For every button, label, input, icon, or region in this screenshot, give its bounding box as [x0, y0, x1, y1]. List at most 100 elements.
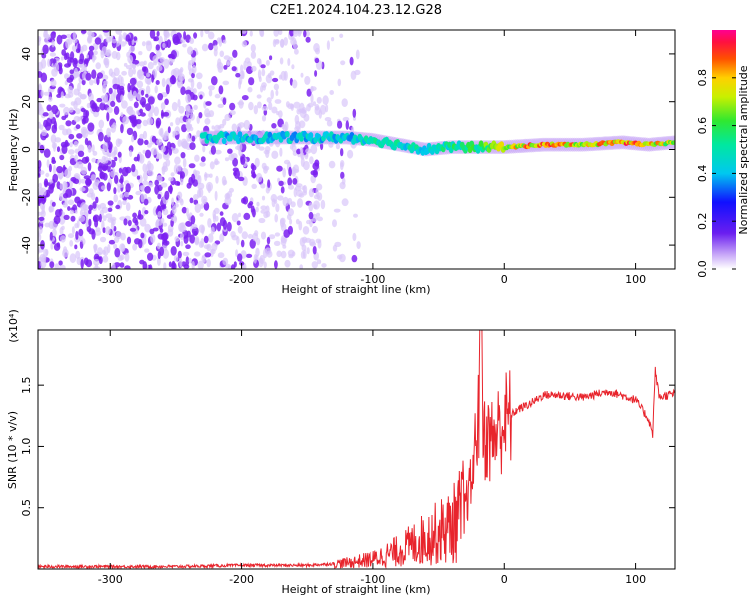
spectrogram-noise-cell	[41, 53, 47, 59]
spectrogram-noise-cell	[157, 256, 161, 266]
spectrogram-noise-cell	[43, 148, 51, 158]
spectrogram-noise-cell	[294, 48, 299, 55]
spectrogram-noise-cell	[132, 59, 140, 65]
spectrogram-noise-cell	[103, 57, 110, 66]
spectrogram-noise-cell	[247, 86, 253, 93]
spectrogram-noise-cell	[50, 31, 56, 40]
spectrogram-noise-cell	[219, 233, 225, 243]
spectrogram-noise-cell	[314, 57, 320, 64]
spectrogram-noise-cell	[228, 153, 235, 161]
spectrogram-noise-cell	[203, 235, 209, 244]
spectrogram-noise-cell	[251, 183, 257, 189]
spectrogram-noise-cell	[123, 218, 128, 226]
spectrogram-noise-cell	[313, 200, 320, 210]
spectrogram-noise-cell	[136, 92, 142, 101]
spectrogram-noise-cell	[297, 198, 303, 208]
spectrogram-noise-cell	[75, 48, 81, 54]
spectrogram-noise-cell	[185, 256, 190, 267]
spectrogram-noise-cell	[62, 202, 68, 208]
spectrogram-noise-cell	[355, 49, 360, 60]
spectrogram-noise-cell	[339, 33, 344, 38]
spectrogram-noise-cell	[208, 42, 214, 51]
spectrogram-noise-cell	[260, 209, 267, 214]
spectrogram-noise-cell	[265, 205, 270, 213]
spectrogram-noise-cell	[276, 111, 280, 116]
spectrogram-noise-cell	[333, 208, 341, 213]
spectrogram-noise-cell	[224, 113, 231, 122]
spectrogram-noise-cell	[276, 195, 284, 201]
spectrogram-noise-cell	[66, 33, 72, 39]
x-tick-label: -300	[98, 573, 123, 586]
spectrogram-noise-cell	[226, 58, 231, 66]
spectrogram-noise-cell	[202, 145, 206, 153]
spectrogram-noise-cell	[271, 123, 277, 129]
spectrogram-noise-cell	[45, 172, 50, 178]
spectrogram-noise-cell	[44, 222, 51, 228]
spectrogram-noise-cell	[98, 119, 105, 129]
y-tick-label: 1.0	[20, 438, 33, 456]
spectrogram-noise-cell	[113, 89, 117, 98]
spectrogram-noise-cell	[288, 166, 292, 177]
spectrogram-noise-cell	[108, 87, 113, 95]
spectrogram-noise-cell	[138, 239, 143, 249]
spectrogram-noise-cell	[177, 98, 181, 108]
spectrogram-noise-cell	[160, 127, 164, 138]
spectrogram-x-label: Height of straight line (km)	[281, 283, 430, 296]
spectrogram-noise-cell	[88, 209, 92, 215]
spectrogram-noise-cell	[156, 242, 161, 250]
spectrogram-noise-cell	[257, 69, 262, 80]
spectrogram-noise-cell	[164, 31, 170, 38]
spectrogram-noise-cell	[62, 181, 67, 190]
spectrogram-noise-cell	[191, 135, 196, 142]
spectrogram-noise-cell	[122, 116, 130, 125]
spectrogram-noise-cell	[85, 156, 90, 163]
spectrogram-noise-cell	[107, 141, 113, 150]
spectrogram-noise-cell	[305, 36, 311, 43]
spectrogram-noise-cell	[193, 32, 198, 39]
spectrogram-noise-cell	[88, 218, 92, 227]
spectrogram-noise-cell	[183, 235, 189, 244]
spectrogram-noise-cell	[123, 191, 130, 198]
spectrogram-noise-cell	[92, 182, 99, 190]
spectrogram-noise-cell	[223, 55, 231, 60]
spectrogram-noise-cell	[309, 156, 314, 165]
spectrogram-noise-cell	[246, 66, 253, 75]
spectrogram-noise-cell	[190, 78, 195, 89]
snr-panel: -300 -200 -100 0 100 0.5 1.0 1.5 Height of str…	[6, 309, 676, 596]
spectrogram-noise-cell	[232, 49, 238, 58]
spectrogram-noise-cell	[299, 147, 304, 154]
spectrogram-noise-cell	[211, 125, 215, 130]
spectrogram-noise-cell	[151, 135, 157, 143]
spectrogram-noise-cell	[125, 166, 132, 174]
spectrogram-noise-cell	[179, 198, 184, 206]
spectrogram-noise-cell	[261, 68, 266, 77]
spectrogram-noise-cell	[217, 103, 224, 108]
spectrogram-noise-cell	[271, 106, 278, 114]
spectrogram-noise-cell	[208, 89, 213, 97]
spectrogram-noise-cell	[267, 179, 271, 189]
spectrogram-noise-cell	[276, 165, 283, 172]
spectrogram-noise-cell	[141, 66, 147, 72]
spectrogram-noise-cell	[265, 150, 270, 158]
spectrogram-noise-cell	[255, 206, 259, 213]
spectrogram-noise-cell	[171, 197, 175, 206]
spectrogram-noise-cell	[126, 127, 134, 136]
spectrogram-noise-cell	[59, 264, 66, 269]
spectrogram-noise-cell	[173, 255, 179, 262]
spectrogram-noise-cell	[157, 193, 162, 200]
spectrogram-noise-cell	[80, 46, 84, 53]
spectrogram-noise-cell	[188, 257, 192, 264]
spectrogram-noise-cell	[115, 204, 121, 210]
spectrogram-noise-cell	[191, 72, 195, 79]
spectrogram-noise-cell	[340, 60, 346, 66]
spectrogram-noise-cell	[103, 80, 109, 86]
spectrogram-noise-cell	[341, 177, 346, 185]
spectrogram-noise-cell	[129, 115, 137, 124]
spectrogram-noise-cell	[325, 104, 329, 113]
y-tick-label: 1.5	[20, 376, 33, 394]
spectrogram-noise-cell	[74, 209, 78, 214]
spectrogram-noise-cell	[315, 47, 320, 55]
spectrogram-noise-cell	[78, 234, 84, 242]
spectrogram-noise-cell	[353, 213, 358, 218]
